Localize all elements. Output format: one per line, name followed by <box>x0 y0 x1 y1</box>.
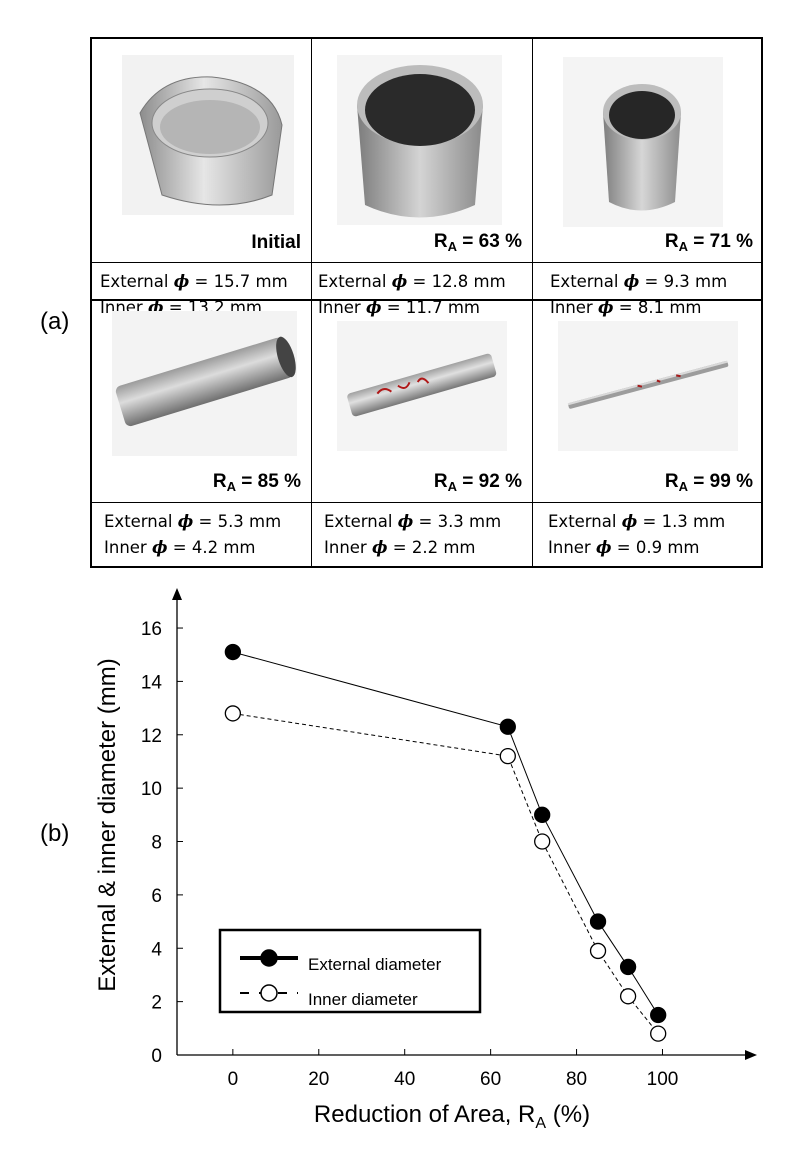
inner-diameter-text: Inner ϕ = 4.2 mm <box>104 538 256 557</box>
external-diameter-point <box>499 718 516 735</box>
inner-diameter-point <box>224 705 242 722</box>
inner-diameter-point <box>534 833 551 850</box>
tube-63-image <box>337 55 502 225</box>
specimen-photo-cell: RA = 99 % <box>533 301 763 502</box>
specimen-label: RA = 71 % <box>664 231 753 254</box>
external-diameter-text: External ϕ = 15.7 mm <box>100 272 288 291</box>
y-tick-label: 8 <box>151 833 162 854</box>
grid-divider <box>92 502 761 503</box>
external-diameter-text: External ϕ = 12.8 mm <box>318 272 506 291</box>
y-tick-label: 6 <box>151 886 162 907</box>
y-tick-label: 4 <box>151 939 162 960</box>
external-diameter-point <box>534 806 551 823</box>
specimen-dimensions: External ϕ = 3.3 mm Inner ϕ = 2.2 mm <box>324 509 533 561</box>
specimen-label: RA = 85 % <box>212 471 301 494</box>
inner-diameter-point <box>619 988 637 1005</box>
external-diameter-text: External ϕ = 5.3 mm <box>104 512 282 531</box>
grid-divider <box>92 299 761 301</box>
grid-divider <box>311 39 312 566</box>
specimen-label: RA = 99 % <box>664 471 753 494</box>
specimen-dimensions: External ϕ = 9.3 mm Inner ϕ = 8.1 mm <box>550 269 762 321</box>
inner-diameter-text: Inner ϕ = 0.9 mm <box>548 538 700 557</box>
specimen-photo-cell: RA = 85 % <box>92 301 311 502</box>
external-diameter-line <box>232 651 659 1016</box>
specimen-dimensions: External ϕ = 1.3 mm Inner ϕ = 0.9 mm <box>548 509 762 561</box>
x-tick-label: 40 <box>394 1069 415 1090</box>
x-axis-title: Reduction of Area, RA (%) <box>314 1101 590 1132</box>
y-tick-label: 10 <box>141 779 162 800</box>
specimen-label: Initial <box>251 232 301 253</box>
tube-71-image <box>563 57 723 227</box>
specimen-photo-cell: Initial <box>92 39 311 262</box>
specimen-dimensions: External ϕ = 12.8 mm Inner ϕ = 11.7 mm <box>318 269 533 321</box>
y-axis-arrow <box>172 588 182 600</box>
x-tick-label: 60 <box>480 1069 501 1090</box>
tube-92-image <box>337 321 507 451</box>
specimen-photo-cell: RA = 71 % <box>533 39 763 262</box>
legend-marker <box>260 984 278 1002</box>
tube-initial-image <box>122 55 294 215</box>
tube-85-image <box>112 311 297 456</box>
external-diameter-text: External ϕ = 1.3 mm <box>548 512 726 531</box>
tube-99-image <box>558 321 738 451</box>
specimen-label: RA = 63 % <box>433 231 522 254</box>
y-tick-label: 12 <box>141 726 162 747</box>
external-diameter-point <box>619 958 637 976</box>
external-diameter-text: External ϕ = 9.3 mm <box>550 272 728 291</box>
external-diameter-point <box>650 1006 667 1024</box>
external-diameter-point <box>224 643 242 661</box>
legend-label: External diameter <box>308 955 442 974</box>
inner-diameter-point <box>589 942 607 960</box>
y-tick-label: 0 <box>151 1046 162 1067</box>
inner-diameter-text: Inner ϕ = 8.1 mm <box>550 298 702 317</box>
y-tick-label: 2 <box>151 993 162 1014</box>
y-tick-label: 16 <box>141 619 162 640</box>
inner-diameter-point <box>499 747 516 765</box>
external-diameter-text: External ϕ = 3.3 mm <box>324 512 502 531</box>
inner-diameter-text: Inner ϕ = 11.7 mm <box>318 298 480 317</box>
external-diameter-point <box>589 913 607 930</box>
y-tick-label: 14 <box>141 672 163 693</box>
y-axis-title: External & inner diameter (mm) <box>94 658 121 991</box>
x-tick-label: 0 <box>228 1069 239 1090</box>
inner-diameter-point <box>650 1025 667 1042</box>
specimen-label: RA = 92 % <box>433 471 522 494</box>
x-tick-label: 20 <box>308 1069 329 1090</box>
legend-label: Inner diameter <box>308 990 418 1009</box>
x-tick-label: 100 <box>647 1069 679 1090</box>
grid-divider <box>92 262 761 263</box>
panel-b-label: (b) <box>40 820 70 847</box>
inner-diameter-text: Inner ϕ = 2.2 mm <box>324 538 476 557</box>
x-axis-arrow <box>745 1050 757 1060</box>
grid-divider <box>532 39 533 566</box>
x-tick-label: 80 <box>566 1069 587 1090</box>
panel-a-label: (a) <box>40 308 70 335</box>
specimen-grid: Initial RA = 63 % RA = 71 % External ϕ =… <box>90 37 763 568</box>
legend-marker <box>260 949 278 967</box>
specimen-photo-cell: RA = 92 % <box>312 301 532 502</box>
specimen-photo-cell: RA = 63 % <box>312 39 532 262</box>
specimen-dimensions: External ϕ = 5.3 mm Inner ϕ = 4.2 mm <box>104 509 311 561</box>
